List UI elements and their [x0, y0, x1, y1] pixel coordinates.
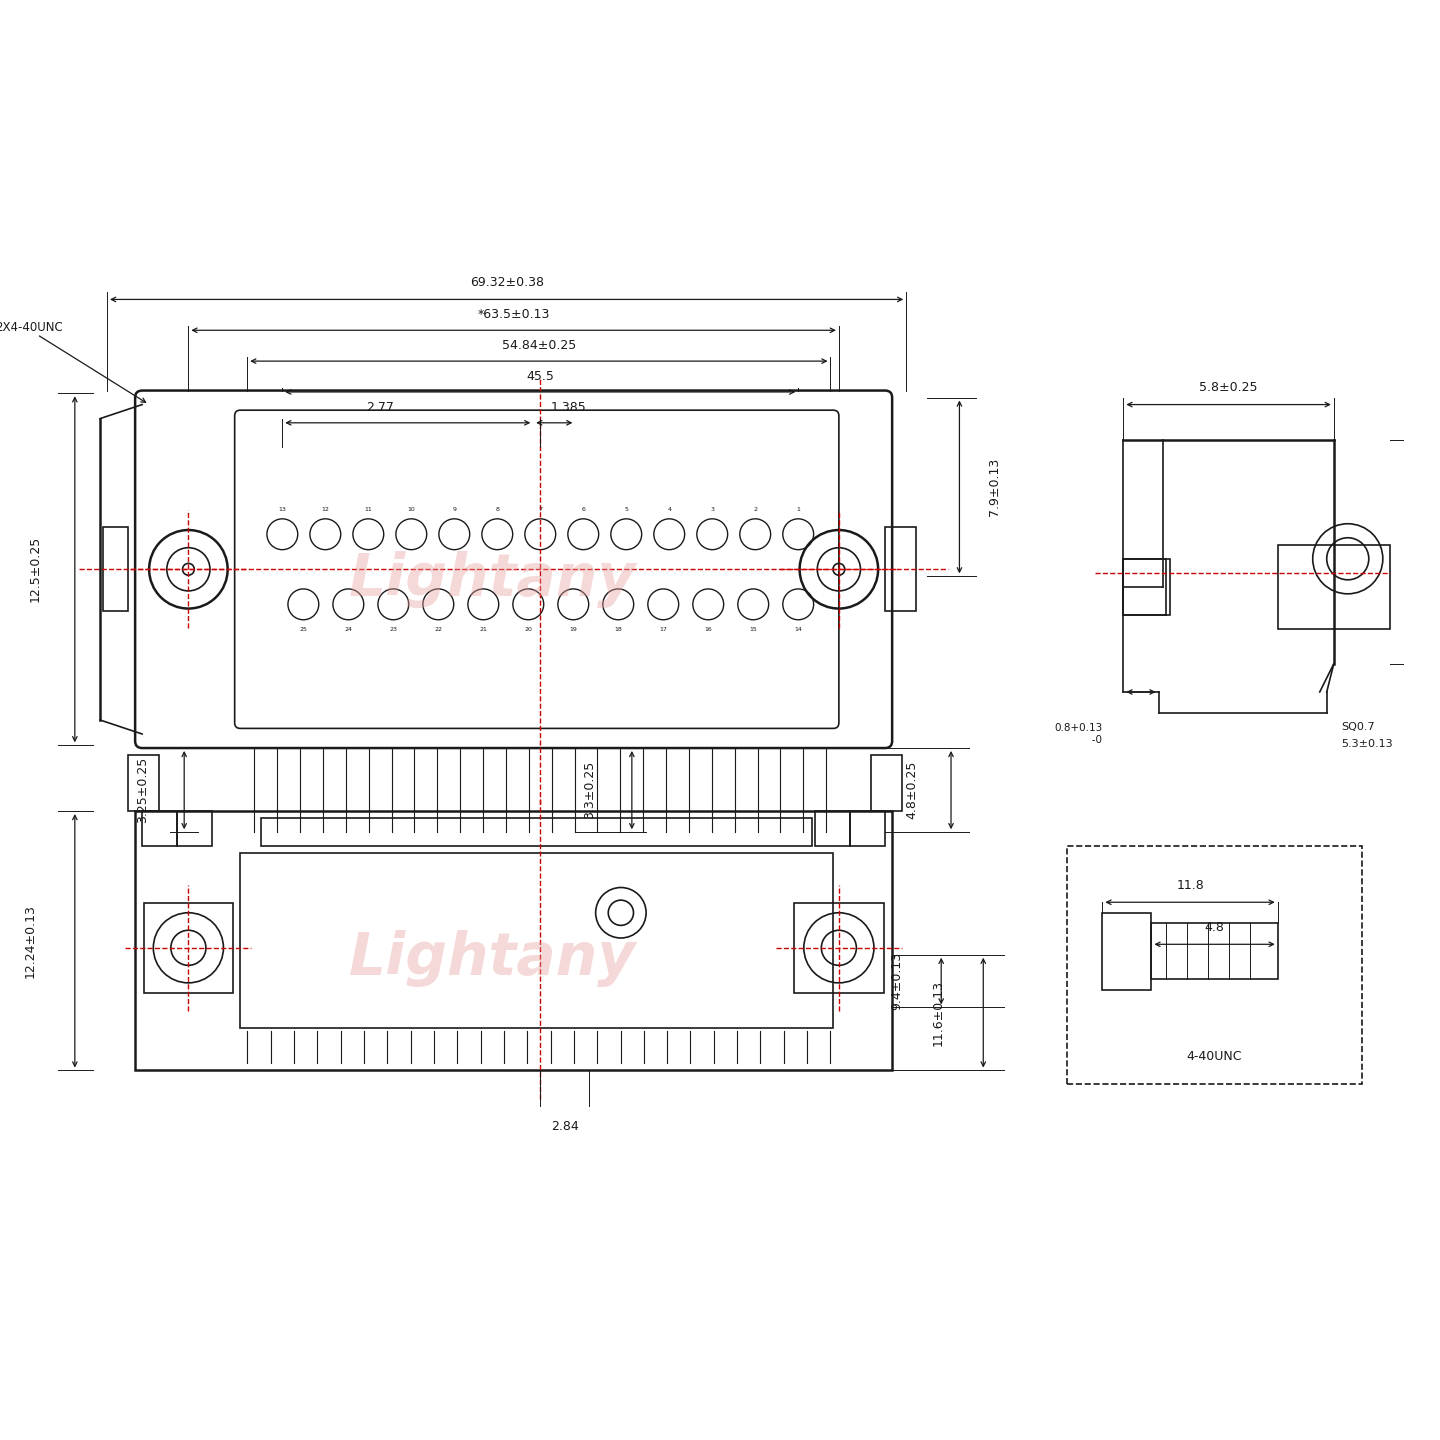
Bar: [240, 852, 834, 1028]
Text: 11.8: 11.8: [1176, 878, 1204, 891]
Text: 6: 6: [582, 507, 585, 511]
Text: 9.4±0.13: 9.4±0.13: [890, 952, 903, 1011]
Bar: [1123, 559, 1169, 615]
Text: 11.6±0.13: 11.6±0.13: [932, 979, 945, 1045]
Text: 7.9±0.13: 7.9±0.13: [988, 458, 1001, 516]
Text: 69.32±0.38: 69.32±0.38: [469, 276, 544, 289]
Bar: [1067, 847, 1362, 1084]
Text: 5.8±0.25: 5.8±0.25: [1200, 382, 1259, 395]
Bar: [102, 527, 128, 612]
Text: 20: 20: [524, 626, 533, 632]
Text: 8: 8: [495, 507, 500, 511]
Text: 1: 1: [796, 507, 801, 511]
Text: 10: 10: [408, 507, 415, 511]
Text: 3: 3: [710, 507, 714, 511]
Text: 9: 9: [452, 507, 456, 511]
Text: Lightany: Lightany: [348, 930, 636, 986]
Bar: [793, 903, 884, 992]
Text: 13: 13: [278, 507, 287, 511]
Text: 3.3±0.25: 3.3±0.25: [583, 760, 596, 819]
Bar: [1123, 559, 1165, 615]
Text: Lightany: Lightany: [348, 552, 636, 608]
Text: 0.8+0.13
   -0: 0.8+0.13 -0: [1054, 723, 1103, 744]
Text: 5.3±0.13: 5.3±0.13: [1341, 739, 1392, 749]
Text: 17: 17: [660, 626, 667, 632]
Bar: [143, 811, 177, 847]
Text: 5: 5: [625, 507, 628, 511]
Text: 19: 19: [569, 626, 577, 632]
Text: 12.24±0.13: 12.24±0.13: [23, 904, 36, 978]
Text: 54.84±0.25: 54.84±0.25: [501, 340, 576, 353]
Text: 2.84: 2.84: [552, 1119, 579, 1132]
Text: 1.385: 1.385: [550, 400, 586, 413]
Text: 3.25±0.25: 3.25±0.25: [135, 757, 148, 824]
Text: 4.8: 4.8: [1205, 922, 1224, 935]
Bar: [1152, 923, 1277, 979]
Text: 7: 7: [539, 507, 543, 511]
Text: 14: 14: [795, 626, 802, 632]
Text: 4.8±0.25: 4.8±0.25: [906, 760, 919, 819]
Text: 12: 12: [321, 507, 330, 511]
Text: 2: 2: [753, 507, 757, 511]
Text: 24: 24: [344, 626, 353, 632]
Bar: [871, 755, 901, 811]
Text: 23: 23: [389, 626, 397, 632]
Text: 25: 25: [300, 626, 307, 632]
Bar: [1277, 544, 1390, 629]
Bar: [144, 903, 233, 992]
Text: 12.5±0.25: 12.5±0.25: [29, 536, 42, 602]
Text: 22: 22: [435, 626, 442, 632]
Bar: [135, 811, 893, 1070]
Bar: [177, 811, 212, 847]
Bar: [1103, 913, 1152, 989]
Text: 45.5: 45.5: [527, 370, 554, 383]
Text: *63.5±0.13: *63.5±0.13: [478, 308, 550, 321]
Bar: [128, 755, 158, 811]
Bar: [850, 811, 886, 847]
Text: 4: 4: [667, 507, 671, 511]
Bar: [886, 527, 916, 612]
Text: 4-40UNC: 4-40UNC: [1187, 1050, 1243, 1063]
Text: 21: 21: [480, 626, 487, 632]
Text: 11: 11: [364, 507, 372, 511]
Text: 18: 18: [615, 626, 622, 632]
Text: 2X4-40UNC: 2X4-40UNC: [0, 321, 63, 334]
Bar: [815, 811, 850, 847]
Text: 16: 16: [704, 626, 713, 632]
Bar: [261, 818, 812, 847]
Text: SQ0.7: SQ0.7: [1341, 721, 1374, 732]
Text: 2.77: 2.77: [366, 400, 393, 413]
Text: 15: 15: [749, 626, 757, 632]
